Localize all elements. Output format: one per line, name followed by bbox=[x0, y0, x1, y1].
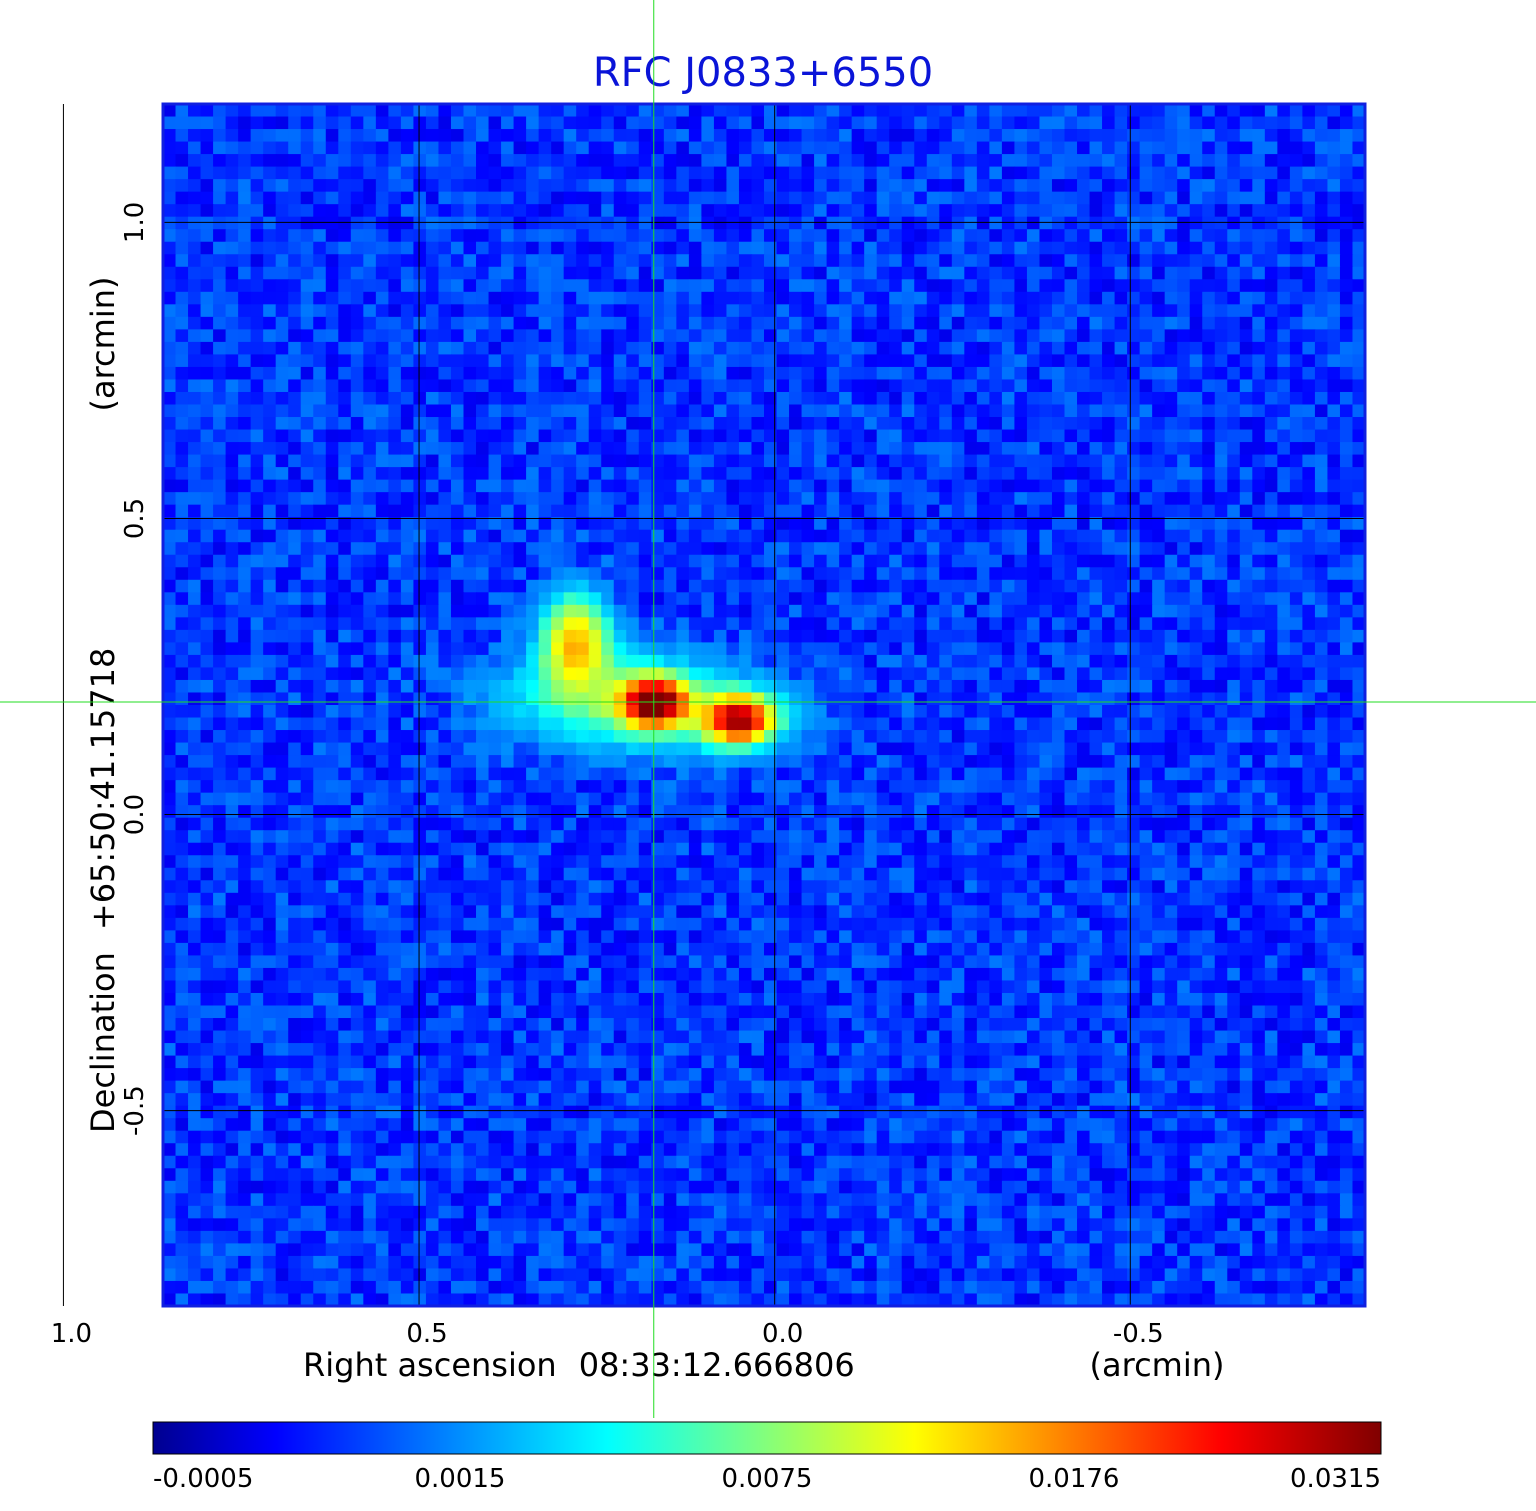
x-tick-labels: 1.0 0.5 0.0 -0.5 bbox=[51, 1319, 1164, 1349]
colorbar bbox=[152, 1421, 1382, 1455]
colorbar-tick-labels: -0.0005 0.0015 0.0075 0.0176 0.0315 bbox=[153, 1464, 1381, 1494]
crosshair bbox=[0, 0, 1536, 1418]
chart-title: RFC J0833+6550 bbox=[593, 50, 933, 96]
x-axis-label: Right ascension 08:33:12.666806 bbox=[303, 1346, 855, 1384]
x-tick-label: 1.0 bbox=[51, 1319, 92, 1349]
x-tick-label: 0.0 bbox=[762, 1319, 803, 1349]
colorbar-tick-label: 0.0015 bbox=[415, 1464, 506, 1494]
colorbar-tick-label: 0.0176 bbox=[1029, 1464, 1120, 1494]
y-tick-label: 1.0 bbox=[120, 202, 150, 243]
x-tick-label: -0.5 bbox=[1113, 1319, 1164, 1349]
colorbar-tick-label: 0.0315 bbox=[1290, 1464, 1381, 1494]
x-axis-unit: (arcmin) bbox=[1090, 1346, 1225, 1384]
plot-frame bbox=[161, 102, 1367, 1308]
x-tick-label: 0.5 bbox=[406, 1319, 447, 1349]
y-axis-label: Declination+65:50:41.15718 bbox=[84, 648, 122, 1133]
colorbar-tick-label: -0.0005 bbox=[153, 1464, 253, 1494]
y-tick-label: 0.0 bbox=[120, 794, 150, 835]
grid-lines bbox=[62, 104, 1365, 1306]
y-axis-unit: (arcmin) bbox=[84, 277, 122, 412]
colorbar-tick-label: 0.0075 bbox=[722, 1464, 813, 1494]
y-tick-label: 0.5 bbox=[120, 498, 150, 539]
heatmap-image bbox=[163, 104, 1366, 1307]
y-tick-labels: 1.0 0.5 0.0 -0.5 bbox=[120, 202, 150, 1136]
y-tick-label: -0.5 bbox=[120, 1085, 150, 1136]
